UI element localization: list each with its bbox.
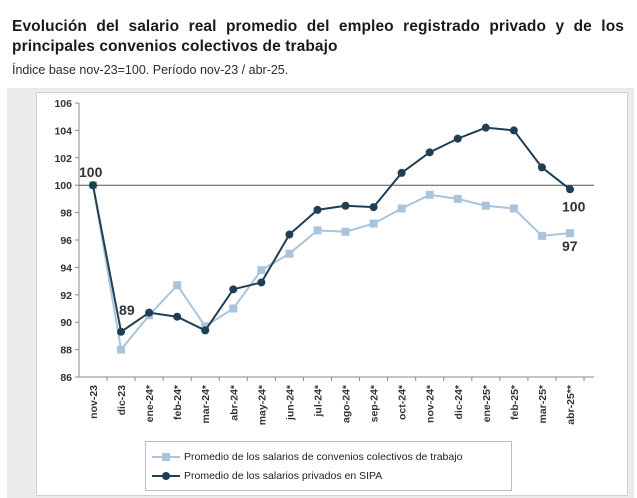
y-tick-label: 102 bbox=[54, 153, 72, 165]
data-point-circle bbox=[117, 327, 126, 336]
legend-item-sipa: Promedio de los salarios privados en SIP… bbox=[152, 468, 382, 484]
data-point-circle bbox=[509, 126, 518, 135]
data-point-circle bbox=[425, 148, 434, 157]
x-tick-label: ago-24* bbox=[341, 384, 353, 423]
data-point-square bbox=[397, 204, 406, 213]
y-tick-label: 96 bbox=[60, 235, 72, 247]
data-annotation: 100 bbox=[79, 164, 103, 180]
data-point-circle bbox=[229, 285, 238, 294]
x-tick-label: nov-23 bbox=[88, 385, 100, 419]
x-tick-label: sep-24* bbox=[369, 384, 381, 422]
data-point-square bbox=[117, 345, 126, 354]
x-tick-label: jun-24* bbox=[284, 384, 296, 421]
x-tick-label: ene-24* bbox=[144, 384, 156, 422]
y-tick-label: 98 bbox=[60, 208, 72, 220]
data-point-circle bbox=[257, 278, 266, 287]
legend: Promedio de los salarios de convenios co… bbox=[145, 441, 512, 491]
y-tick-label: 86 bbox=[60, 372, 72, 384]
y-tick-label: 104 bbox=[54, 125, 72, 137]
data-point-square bbox=[285, 249, 294, 258]
data-point-square bbox=[509, 204, 518, 213]
x-tick-label: mar-24* bbox=[200, 384, 212, 423]
series-line-0 bbox=[92, 185, 571, 352]
legend-swatch-sipa bbox=[152, 472, 180, 480]
data-point-circle bbox=[285, 230, 294, 239]
data-point-circle bbox=[341, 201, 350, 210]
data-annotation: 100 bbox=[562, 198, 586, 214]
legend-item-convenios: Promedio de los salarios de convenios co… bbox=[152, 449, 462, 465]
series-line-1 bbox=[92, 126, 571, 334]
x-tick-label: dic-23 bbox=[116, 385, 128, 416]
x-tick-label: may-24* bbox=[256, 384, 268, 425]
y-tick-label: 94 bbox=[60, 262, 72, 274]
plot-area-frame bbox=[36, 92, 628, 496]
y-tick-label: 90 bbox=[60, 317, 72, 329]
x-tick-label: feb-24* bbox=[172, 384, 184, 420]
legend-label-convenios: Promedio de los salarios de convenios co… bbox=[184, 451, 463, 463]
data-point-circle bbox=[145, 308, 154, 317]
data-annotation: 97 bbox=[562, 238, 578, 254]
x-tick-label: nov-24* bbox=[425, 384, 437, 423]
chart-subtitle: Índice base nov-23=100. Período nov-23 /… bbox=[12, 63, 289, 77]
x-tick-label: ene-25* bbox=[481, 384, 493, 422]
y-tick-label: 92 bbox=[60, 290, 72, 302]
x-tick-label: dic-24* bbox=[453, 384, 465, 419]
x-tick-label: abr-25** bbox=[565, 384, 577, 425]
data-point-circle bbox=[313, 205, 322, 214]
data-point-circle bbox=[566, 185, 574, 194]
data-point-circle bbox=[173, 312, 182, 321]
y-tick-label: 88 bbox=[60, 345, 72, 357]
data-point-circle bbox=[369, 203, 378, 212]
data-point-square bbox=[369, 219, 378, 228]
data-point-square bbox=[313, 226, 322, 235]
x-tick-label: jul-24* bbox=[312, 384, 324, 417]
data-point-square bbox=[481, 201, 490, 210]
chart-title: Evolución del salario real promedio del … bbox=[12, 18, 624, 55]
data-point-square bbox=[257, 266, 266, 275]
data-point-square bbox=[341, 227, 350, 236]
data-point-circle bbox=[537, 163, 546, 172]
x-tick-label: oct-24* bbox=[397, 384, 409, 420]
data-point-square bbox=[173, 281, 182, 290]
data-point-circle bbox=[201, 326, 210, 335]
data-point-square bbox=[425, 190, 434, 199]
legend-label-sipa: Promedio de los salarios privados en SIP… bbox=[184, 470, 383, 482]
data-point-circle bbox=[397, 168, 406, 177]
y-tick-label: 100 bbox=[54, 180, 72, 192]
data-point-circle bbox=[89, 181, 97, 190]
header: Evolución del salario real promedio del … bbox=[0, 0, 637, 88]
x-tick-label: feb-25* bbox=[509, 384, 521, 420]
data-point-circle bbox=[481, 123, 490, 132]
data-annotation: 89 bbox=[119, 302, 135, 318]
data-point-square bbox=[537, 231, 546, 240]
y-tick-label: 106 bbox=[54, 98, 72, 110]
data-point-circle bbox=[453, 134, 462, 143]
data-point-square bbox=[566, 229, 574, 238]
data-point-square bbox=[453, 194, 462, 203]
x-tick-label: abr-24* bbox=[228, 384, 240, 421]
data-point-square bbox=[229, 304, 238, 313]
legend-swatch-convenios bbox=[152, 453, 180, 461]
x-tick-label: mar-25* bbox=[537, 384, 549, 423]
data-point-square bbox=[201, 322, 210, 331]
